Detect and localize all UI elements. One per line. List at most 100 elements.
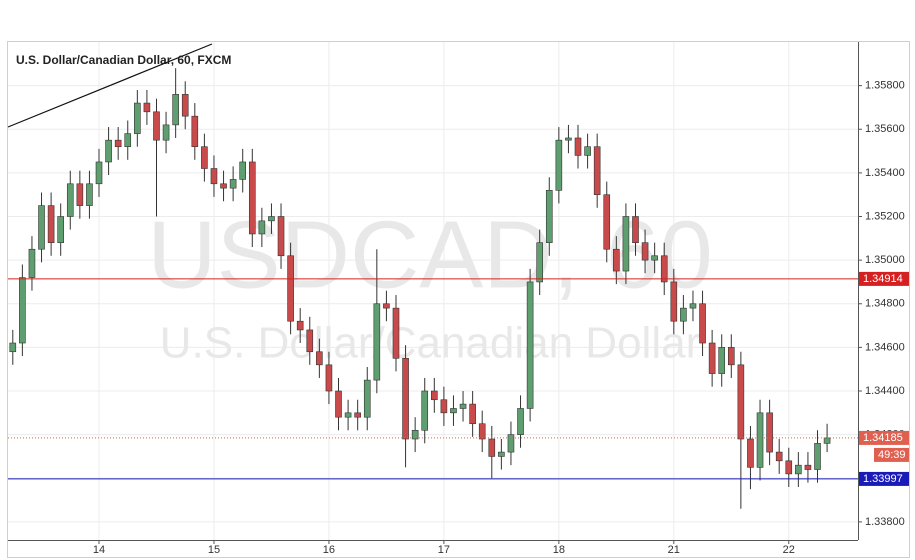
- x-tick-label: 17: [438, 544, 450, 556]
- candle-body: [440, 399, 448, 414]
- countdown-box: [874, 447, 909, 462]
- x-tick-label: 18: [553, 544, 565, 556]
- candle-body: [402, 357, 409, 440]
- price-label-box: [859, 471, 909, 486]
- candle-body: [57, 216, 64, 243]
- x-tick-label: 14: [93, 544, 105, 556]
- candle-body: [28, 248, 36, 278]
- y-tick-label: 1.34400: [865, 385, 905, 397]
- y-tick-label: 1.34600: [865, 341, 905, 353]
- candle-body: [622, 216, 630, 272]
- candle-body: [248, 161, 256, 235]
- candle-body: [153, 111, 160, 141]
- candle-body: [66, 183, 74, 217]
- candle-body: [296, 320, 304, 331]
- price-label: 1.34914: [863, 273, 903, 285]
- candle-body: [306, 329, 314, 353]
- candle-body: [220, 183, 227, 189]
- candle-body: [76, 183, 84, 206]
- candle-body: [268, 216, 275, 222]
- candle-body: [641, 242, 649, 261]
- candle-body: [488, 438, 496, 457]
- candle-body: [277, 216, 285, 257]
- candle-body: [507, 434, 515, 453]
- candle-body: [517, 408, 524, 435]
- candle-body: [689, 303, 697, 309]
- candle-body: [19, 277, 26, 344]
- candle-body: [143, 102, 151, 113]
- candle-body: [814, 443, 821, 470]
- current-price-box: [859, 430, 909, 445]
- candle-body: [795, 464, 802, 475]
- candle-body: [632, 216, 639, 243]
- candle-body: [9, 342, 17, 353]
- candle-body: [229, 179, 237, 189]
- trend-line: [7, 43, 213, 128]
- candle-body: [86, 183, 93, 206]
- candle-body: [804, 464, 812, 470]
- x-tick-label: 21: [668, 544, 680, 556]
- top-strip: [0, 0, 915, 38]
- y-tick-label: 1.35800: [865, 80, 905, 92]
- candle-body: [737, 364, 745, 440]
- y-tick-label: 1.33800: [865, 516, 905, 528]
- candle-body: [38, 205, 45, 250]
- candle-body: [344, 412, 352, 418]
- candle-body: [651, 255, 658, 261]
- candle-body: [325, 364, 333, 392]
- candle-body: [498, 451, 505, 457]
- candle-body: [660, 255, 668, 283]
- candle-body: [545, 190, 553, 243]
- candle-body: [114, 139, 122, 148]
- candle-body: [95, 161, 103, 185]
- y-tick-label: 1.35200: [865, 210, 905, 222]
- candle-body: [785, 460, 793, 475]
- price-label: 1.33997: [863, 473, 903, 485]
- candle-body: [392, 307, 400, 359]
- candle-body: [526, 281, 534, 409]
- candle-body: [383, 303, 390, 309]
- candle-body: [747, 438, 754, 468]
- candle-body: [373, 303, 381, 381]
- candle-body: [680, 307, 687, 322]
- candle-body: [201, 146, 208, 169]
- candle-body: [411, 429, 419, 440]
- candle-body: [593, 146, 601, 195]
- candle-body: [727, 347, 735, 366]
- candle-body: [124, 133, 132, 148]
- candle-body: [431, 390, 438, 401]
- candle-body: [287, 255, 294, 322]
- candle-body: [555, 139, 563, 191]
- candle-body: [459, 403, 467, 409]
- candle-body: [584, 146, 591, 156]
- candle-body: [210, 168, 218, 185]
- candle-body: [172, 94, 179, 126]
- x-tick-label: 15: [208, 544, 220, 556]
- candle-body: [536, 242, 543, 283]
- candle-body: [162, 124, 170, 141]
- countdown-label: 49:39: [878, 449, 906, 461]
- y-tick-label: 1.35000: [865, 254, 905, 266]
- x-tick-label: 16: [323, 544, 335, 556]
- candle-body: [181, 94, 189, 117]
- candle-body: [478, 423, 486, 440]
- candles: [9, 68, 831, 509]
- candle-body: [354, 412, 361, 418]
- y-tick-label: 1.34800: [865, 298, 905, 310]
- candle-body: [775, 451, 783, 462]
- candle-body: [699, 303, 706, 344]
- candle-body: [335, 390, 342, 418]
- candle-body: [603, 194, 611, 250]
- x-tick-label: 22: [783, 544, 795, 556]
- candle-body: [574, 137, 582, 156]
- watermark-subtitle: U.S. Dollar/Canadian Dollar: [160, 319, 700, 368]
- candle-body: [450, 408, 457, 414]
- candle-body: [421, 390, 429, 431]
- candle-body: [766, 412, 773, 453]
- candle-body: [670, 281, 678, 322]
- candle-body: [134, 102, 141, 134]
- candle-body: [239, 161, 247, 180]
- candle-body: [823, 437, 831, 444]
- candle-body: [565, 137, 572, 141]
